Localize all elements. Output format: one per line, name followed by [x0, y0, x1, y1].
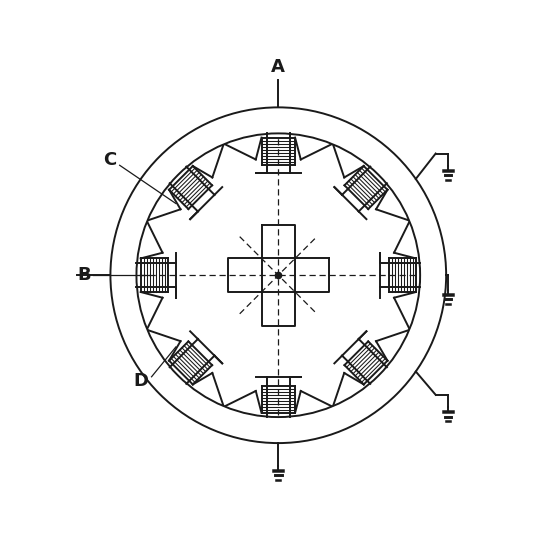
- Text: D: D: [134, 372, 149, 390]
- Text: A: A: [272, 58, 285, 76]
- Text: B: B: [78, 266, 91, 284]
- Text: C: C: [103, 151, 116, 169]
